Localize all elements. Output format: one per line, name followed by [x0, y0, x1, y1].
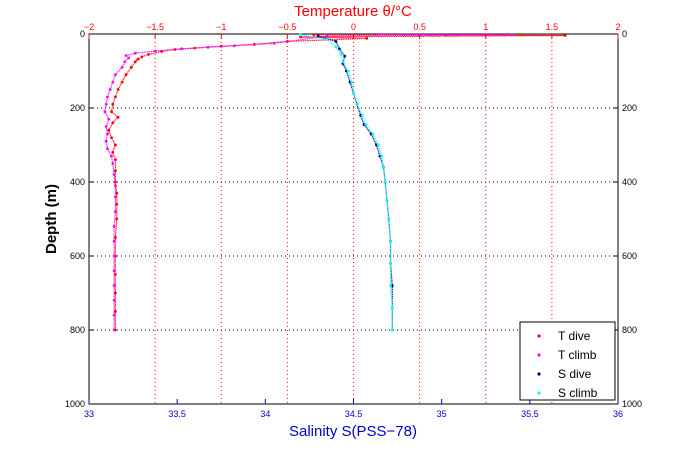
data-point	[206, 45, 210, 49]
y-tick-label-right: 200	[622, 103, 637, 113]
top-axis-label: Temperature θ/°C	[294, 3, 412, 20]
legend-label: T dive	[558, 329, 591, 343]
series-trace	[318, 35, 393, 330]
y-tick-label-left: 400	[70, 177, 85, 187]
y-axis-label: Depth (m)	[43, 184, 60, 254]
y-tick-label-right: 1000	[622, 399, 642, 409]
bottom-tick-label: 35.5	[521, 409, 539, 419]
top-tick-label: 0	[351, 22, 356, 32]
top-tick-label: −2	[84, 22, 94, 32]
top-tick-label: 1.5	[546, 22, 559, 32]
data-point	[114, 184, 117, 188]
legend-label: T climb	[558, 348, 597, 362]
data-point	[389, 262, 392, 265]
y-tick-label-right: 400	[622, 177, 637, 187]
legend-box	[519, 321, 616, 401]
series-s-climb	[299, 33, 394, 332]
legend-marker	[537, 372, 541, 376]
y-tick-label-right: 600	[622, 251, 637, 261]
data-point	[390, 328, 394, 332]
bottom-tick-label: 34	[260, 409, 270, 419]
data-point	[115, 217, 119, 221]
data-point	[312, 33, 316, 37]
data-point	[112, 254, 116, 258]
legend-marker	[537, 391, 541, 395]
top-tick-label: 1	[483, 22, 488, 32]
bottom-tick-label: 34.5	[345, 409, 363, 419]
legend-label: S climb	[558, 386, 598, 400]
bottom-tick-label: 36	[613, 409, 623, 419]
legend-label: S dive	[558, 367, 592, 381]
bottom-tick-label: 33	[84, 409, 94, 419]
data-point	[112, 173, 116, 177]
legend: T dive T climb S dive S climb	[519, 321, 616, 401]
top-tick-label: −1.5	[146, 22, 164, 32]
bottom-tick-label: 33.5	[168, 409, 186, 419]
top-tick-label: −0.5	[278, 22, 296, 32]
y-tick-label-left: 1000	[65, 399, 85, 409]
legend-marker	[537, 353, 541, 357]
series-s-dive	[316, 34, 394, 332]
bottom-tick-label: 35	[437, 409, 447, 419]
top-tick-label: −1	[216, 22, 226, 32]
series-trace	[300, 34, 393, 330]
y-tick-label-left: 800	[70, 325, 85, 335]
data-point	[272, 41, 276, 45]
y-tick-label-right: 800	[622, 325, 637, 335]
y-tick-label-left: 0	[80, 29, 85, 39]
y-tick-label-right: 0	[622, 29, 627, 39]
legend-marker	[537, 334, 541, 338]
y-tick-label-left: 200	[70, 103, 85, 113]
bottom-axis-label: Salinity S(PSS−78)	[289, 423, 417, 440]
data-point	[385, 199, 389, 202]
series-trace	[104, 33, 513, 330]
data-layer	[103, 33, 567, 332]
y-tick-label-left: 600	[70, 251, 85, 261]
top-tick-label: 2	[615, 22, 620, 32]
data-point	[115, 202, 119, 206]
data-point	[112, 313, 116, 317]
top-tick-label: 0.5	[413, 22, 426, 32]
series-t-climb	[103, 33, 514, 332]
axis-layer: 0 0 200 200 400 400 600 600 800 800 1000 1000 −2 −1.5…	[65, 22, 642, 419]
data-point	[112, 239, 116, 243]
